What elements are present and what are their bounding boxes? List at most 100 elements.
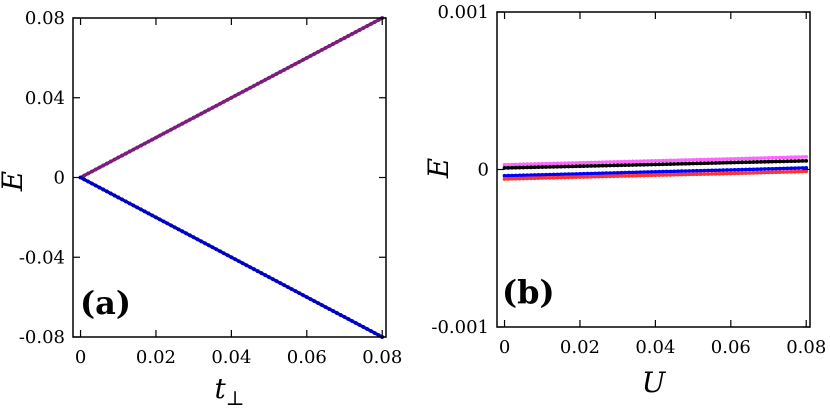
series-2-marker — [638, 170, 643, 175]
series-3-marker — [157, 217, 162, 222]
series-1-marker — [702, 161, 707, 166]
series-1-marker — [721, 160, 726, 165]
x-tick-label: 0.02 — [560, 337, 600, 358]
series-1-marker — [248, 85, 253, 90]
series-2-marker — [615, 170, 620, 175]
series-1-marker — [676, 161, 680, 166]
series-3-marker — [777, 170, 782, 175]
series-3-marker — [747, 171, 752, 175]
series-3-marker — [338, 313, 343, 317]
series-1-marker — [255, 81, 260, 86]
series-0-marker — [525, 162, 530, 167]
series-0-marker — [691, 157, 695, 162]
series-0-marker — [781, 155, 786, 160]
series-3-marker — [274, 279, 279, 284]
y-tick-label: -0.001 — [431, 317, 489, 338]
series-3-marker — [559, 175, 564, 180]
series-2-marker — [728, 168, 733, 172]
series-3-marker — [796, 169, 801, 174]
series-3-marker — [547, 175, 552, 180]
series-0-marker — [721, 157, 726, 162]
series-2-marker — [521, 173, 526, 178]
series-3-marker — [525, 176, 530, 181]
series-0-marker — [725, 157, 729, 161]
series-1-marker — [312, 51, 317, 56]
series-0-marker — [540, 161, 545, 166]
series-0-marker — [578, 160, 582, 165]
series-1-marker — [710, 161, 714, 165]
series-0-marker — [785, 155, 790, 160]
series-0-marker — [672, 158, 677, 163]
series-3-marker — [369, 329, 373, 333]
series-1-marker — [525, 165, 530, 170]
series-1-marker — [263, 77, 268, 82]
series-1-marker — [785, 159, 790, 164]
series-3-marker — [740, 171, 745, 176]
series-3-marker — [120, 197, 124, 202]
series-0-marker — [506, 162, 511, 167]
series-1-marker — [585, 164, 590, 168]
series-0-marker — [585, 160, 590, 165]
series-1-marker — [604, 163, 609, 168]
series-2-marker — [540, 172, 545, 177]
series-3-marker — [180, 229, 185, 234]
series-2-marker — [732, 167, 737, 172]
series-1-marker — [706, 161, 711, 166]
series-2-marker — [525, 173, 530, 178]
series-0-marker — [796, 155, 801, 160]
series-1-marker — [203, 109, 207, 114]
series-1-marker — [555, 164, 560, 169]
series-3-marker — [710, 171, 714, 176]
y-tick-label: 0 — [478, 160, 489, 181]
series-3-marker — [286, 285, 290, 290]
series-1-marker — [581, 164, 586, 169]
series-3-marker — [244, 263, 249, 268]
series-1-marker — [237, 91, 241, 96]
series-2-marker — [683, 169, 688, 174]
series-1-marker — [278, 69, 283, 74]
series-1-marker — [376, 18, 381, 22]
series-1-marker — [369, 22, 373, 26]
series-3-marker — [725, 171, 729, 176]
series-1-marker — [353, 30, 358, 34]
x-tick-label: 0.08 — [362, 347, 402, 368]
series-3-marker — [150, 213, 155, 218]
series-3-marker — [743, 171, 748, 175]
series-2-marker — [774, 166, 778, 171]
series-3-marker — [612, 174, 616, 179]
series-1-marker — [517, 165, 522, 170]
series-1-marker — [774, 159, 778, 164]
series-0-marker — [627, 159, 631, 164]
series-1-marker — [270, 73, 275, 78]
x-tick-label: 0.02 — [136, 347, 176, 368]
series-3-marker — [131, 203, 136, 208]
series-0-marker — [510, 162, 514, 167]
series-2-marker — [762, 167, 767, 171]
series-0-marker — [566, 161, 571, 166]
series-3-marker — [372, 331, 377, 335]
series-2-marker — [781, 166, 786, 171]
series-3-marker — [154, 215, 158, 220]
series-2-marker — [593, 171, 597, 176]
series-3-marker — [781, 170, 786, 174]
series-0-marker — [717, 157, 722, 162]
series-3-marker — [676, 172, 680, 177]
series-1-marker — [532, 165, 537, 170]
x-tick-label: 0.06 — [711, 337, 751, 358]
series-3-marker — [642, 173, 646, 178]
series-0-marker — [596, 160, 601, 165]
series-1-marker — [120, 153, 124, 158]
series-1-marker — [225, 97, 230, 102]
series-2-marker — [717, 168, 722, 173]
series-2-marker — [743, 167, 748, 172]
series-1-marker — [725, 160, 729, 165]
x-axis-label: U — [642, 366, 667, 399]
series-1-marker — [372, 20, 377, 24]
series-1-marker — [297, 59, 302, 64]
series-3-marker — [728, 171, 733, 176]
series-3-marker — [694, 172, 699, 177]
series-1-marker — [357, 28, 362, 32]
series-0-marker — [668, 158, 673, 163]
series-3-marker — [108, 191, 113, 196]
